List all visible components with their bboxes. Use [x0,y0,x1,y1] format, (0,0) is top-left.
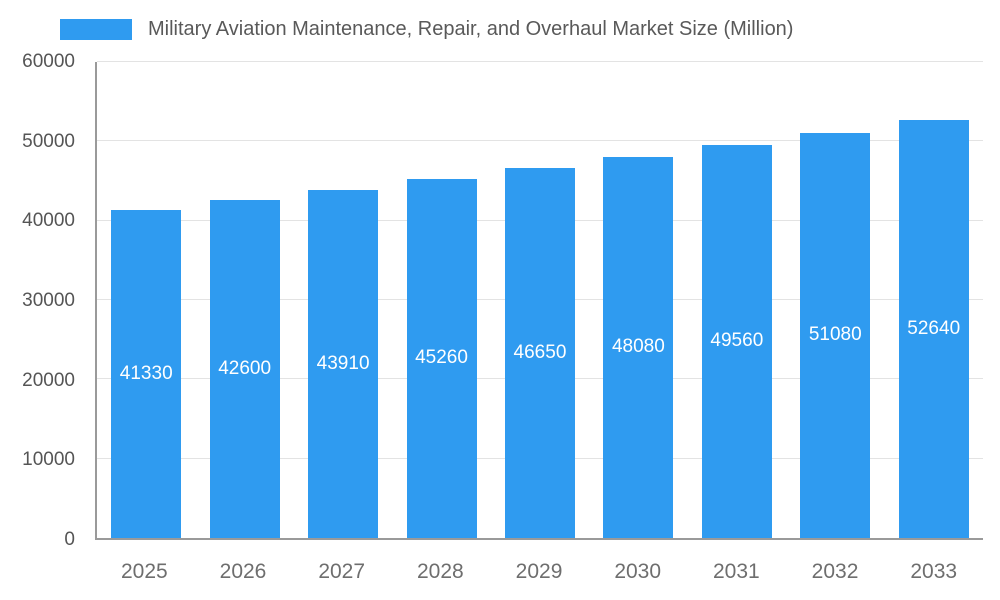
x-tick-label: 2032 [811,560,859,583]
bar: 42600 [209,200,280,538]
bar: 41330 [111,210,182,538]
y-axis: 0 10000 20000 30000 40000 50000 60000 [0,51,85,550]
bar-slot: 51080 [786,62,884,538]
x-tick-label: 2025 [120,560,168,583]
y-tick-label: 50000 [22,130,75,152]
bar: 51080 [800,132,871,538]
x-tick-label: 2031 [713,560,760,583]
chart-title: Military Aviation Maintenance, Repair, a… [148,18,794,40]
bar-value-label: 46650 [513,341,567,363]
bar-value-label: 41330 [119,363,173,385]
bar-slot: 49560 [688,62,786,538]
y-tick-label: 0 [64,529,75,550]
bar: 46650 [504,167,575,538]
bar: 52640 [898,120,969,538]
y-tick-label: 30000 [22,290,75,311]
bar-slot: 43910 [294,62,392,538]
bar-slot: 48080 [589,62,687,538]
bar-value-label: 49560 [710,330,764,352]
bar-value-label: 42600 [218,358,272,380]
legend: Military Aviation Maintenance, Repair, a… [60,18,793,41]
x-tick-label: 2033 [910,560,958,583]
bar: 43910 [308,189,379,538]
bar-value-label: 52640 [907,318,961,340]
bar-series: 41330 42600 43910 45260 46650 48080 49560 51080… [97,62,983,538]
x-tick-label: 2028 [416,560,464,583]
bar-slot: 52640 [885,62,983,538]
x-tick-label: 2029 [515,560,563,583]
bar-value-label: 45260 [415,347,468,369]
y-tick-label: 60000 [22,51,75,72]
gridline [97,61,983,62]
bar-value-label: 51080 [808,324,862,346]
bar-slot: 46650 [491,62,589,538]
x-tick-label: 2027 [318,560,366,583]
gridline [97,140,983,142]
bar-slot: 45260 [392,62,490,538]
x-axis: 2025 2026 2027 2028 2029 2030 2031 2032 2033 [95,548,983,584]
x-tick-label: 2026 [219,560,267,583]
bar: 48080 [603,156,674,538]
bar-value-label: 43910 [316,352,370,374]
x-tick-label: 2030 [614,560,662,583]
y-tick-label: 10000 [22,449,75,471]
bar-slot: 42600 [195,62,293,538]
bar: 49560 [701,144,772,538]
bar-value-label: 48080 [611,336,665,358]
y-tick-label: 40000 [22,210,75,232]
legend-swatch [60,19,132,40]
bar-slot: 41330 [97,62,195,538]
plot-area: 41330 42600 43910 45260 46650 48080 49560 51080… [95,61,983,540]
y-tick-label: 20000 [22,369,75,391]
bar: 45260 [406,178,477,538]
